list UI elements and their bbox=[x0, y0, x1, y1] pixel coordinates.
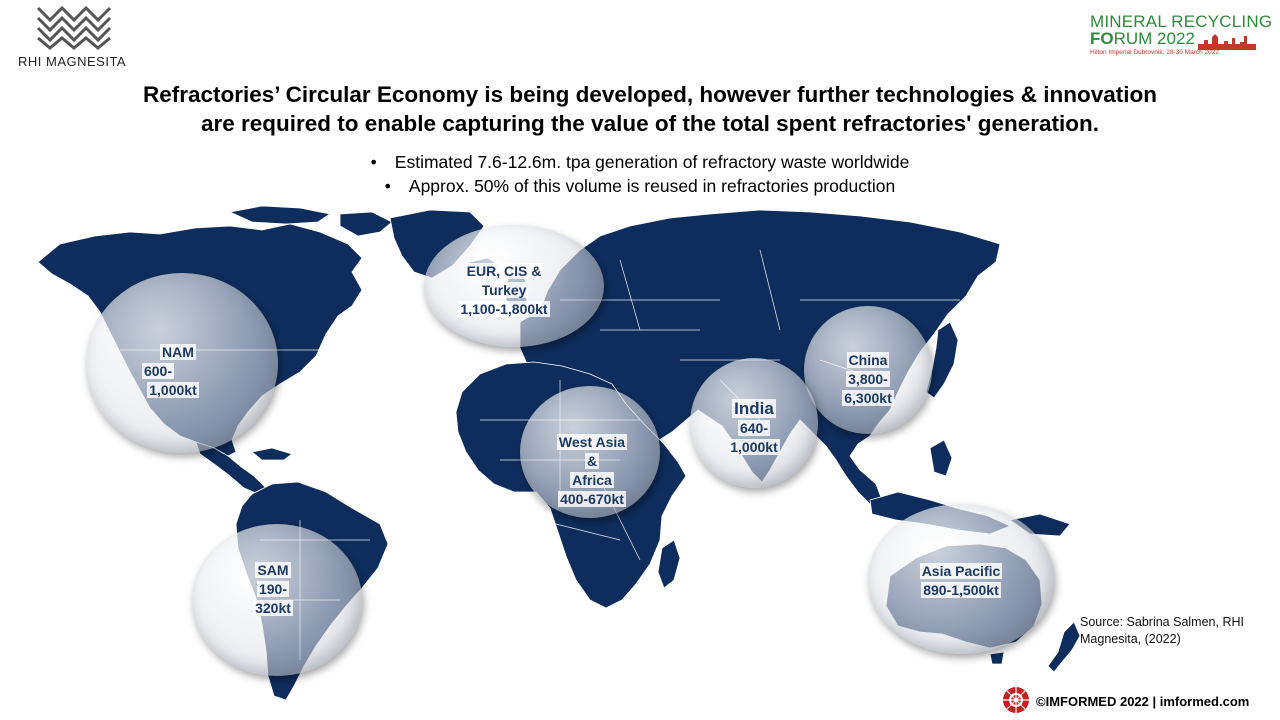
slide-title: Refractories’ Circular Economy is being … bbox=[60, 80, 1240, 138]
footer-copyright: ©IMFORMED 2022 | imformed.com bbox=[1036, 694, 1250, 709]
country-borders bbox=[759, 249, 960, 331]
tasmania bbox=[989, 651, 1005, 665]
bullet-item: • Estimated 7.6-12.6m. tpa generation of … bbox=[370, 152, 910, 172]
madagascar bbox=[657, 539, 681, 589]
region-bubble-china bbox=[804, 306, 932, 434]
new-zealand bbox=[1047, 621, 1081, 673]
region-label-waf: West Asia & Africa 400-670kt bbox=[556, 434, 628, 507]
mineral-recycling-forum-logo: MINERAL RECYCLING FORUM 2022 Hilton Impe… bbox=[1086, 12, 1276, 62]
region-label-nam: NAM 600- 1,000kt bbox=[141, 344, 199, 398]
forum-logo-line1: MINERAL RECYCLING bbox=[1090, 12, 1273, 31]
region-label-sam: SAM 190- 320kt bbox=[253, 562, 293, 616]
rhi-magnesita-wordmark: RHI MAGNESITA bbox=[18, 54, 127, 69]
bullet-item: • Approx. 50% of this volume is reused in… bbox=[384, 176, 896, 196]
region-label-china: China 3,800- 6,300kt bbox=[842, 352, 894, 406]
footer: ©IMFORMED 2022 | imformed.com bbox=[1000, 686, 1280, 716]
region-label-india: India 640- 1,000kt bbox=[728, 399, 780, 455]
japan bbox=[925, 321, 959, 399]
source-note: Source: Sabrina Salmen, RHI Magnesita, (… bbox=[1080, 615, 1244, 646]
region-label-eur: EUR, CIS & Turkey 1,100-1,800kt bbox=[458, 263, 550, 317]
region-label-apac: Asia Pacific 890-1,500kt bbox=[919, 563, 1003, 598]
forum-logo-line2: FORUM 2022 bbox=[1090, 29, 1195, 48]
arctic-islands bbox=[339, 211, 393, 237]
bullet-symbol: • bbox=[384, 176, 391, 196]
rhi-magnesita-logo-icon bbox=[36, 5, 112, 50]
arctic-islands bbox=[229, 205, 331, 225]
slide-title-line1: Refractories’ Circular Economy is being … bbox=[143, 82, 1157, 107]
slide-title-line2: are required to enable capturing the val… bbox=[200, 111, 1100, 136]
region-bubble-apac bbox=[868, 504, 1054, 654]
dubrovnik-skyline-icon bbox=[1198, 34, 1256, 50]
bullet-symbol: • bbox=[370, 152, 377, 172]
rhi-magnesita-logo: RHI MAGNESITA bbox=[18, 0, 138, 70]
caribbean-islands bbox=[251, 447, 293, 461]
forum-logo-venue: Hilton Imperial Dubrovnik, 28-30 March 2… bbox=[1090, 49, 1219, 56]
bullet-list: • Estimated 7.6-12.6m. tpa generation of … bbox=[0, 150, 1280, 198]
imformed-logo-icon bbox=[1003, 687, 1029, 713]
country-borders bbox=[560, 259, 881, 421]
southeast-asia-islands bbox=[929, 439, 953, 477]
region-bubble-nam bbox=[86, 273, 278, 453]
